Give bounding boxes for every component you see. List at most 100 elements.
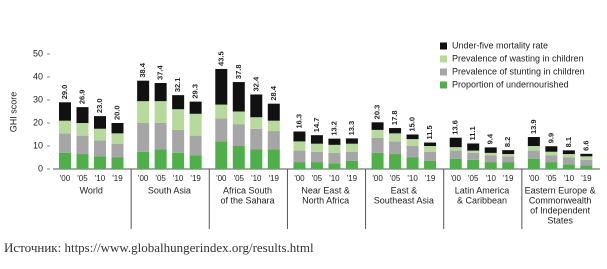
total-label: 8.1 [564,137,573,147]
bar-segment [59,120,71,134]
bar-segment [172,129,185,153]
x-tick-label: '19 [503,174,514,183]
bar-segment [267,103,280,121]
group-label: Eastern Europe & [525,185,596,195]
x-tick-label: '10 [173,174,184,183]
total-label: 32.4 [251,76,260,91]
group-label: of the Sahara [221,195,275,205]
bar-segment [484,162,497,169]
bar-segment [580,156,593,160]
total-label: 20.0 [112,105,121,120]
source: Источник: https://www.globalhungerindex.… [4,240,314,255]
group-label: Near East & [301,185,350,195]
x-tick-label: '00 [529,174,540,183]
group-label: World [80,185,103,195]
bar-segment [137,123,150,152]
group-label: Latin America [455,185,510,195]
bar-segment [406,134,419,140]
y-tick-label: 20 [33,117,43,127]
bar-segment [59,133,71,153]
bar-segment [406,146,419,158]
bar-segment [189,155,202,169]
total-label: 13.6 [451,120,460,135]
legend-swatch [440,55,447,63]
bar-segment [189,101,202,114]
y-axis-label: GHI score [8,92,18,133]
x-tick-label: '10 [95,174,106,183]
y-tick-label: 0 [38,163,43,173]
bar-segment [345,151,358,161]
bar-segment [406,139,419,146]
group-label: States [547,215,573,225]
total-label: 15.0 [408,117,417,132]
bar-segment [59,152,71,169]
bar-segment [328,144,341,153]
x-tick-label: '05 [155,174,166,183]
total-label: 14.7 [312,118,321,133]
legend-swatch [440,42,447,50]
bar-segment [232,146,245,169]
bar-segment [172,95,185,110]
group-label: & Caribbean [457,195,507,205]
total-label: 13.2 [329,121,338,136]
bar-segment [424,146,437,152]
bar-segment [484,147,497,153]
bar-segment [250,149,263,169]
bar-segment [267,149,280,169]
bar-segment [389,133,402,142]
group-label: North Africa [302,195,349,205]
bar-segment [449,158,462,169]
bar-segment [137,101,150,123]
group-label: Africa South [223,185,272,195]
bar-segment [328,138,341,145]
x-tick-label: '10 [329,174,340,183]
total-label: 11.1 [468,126,477,140]
legend-swatch [440,81,447,89]
y-tick-label: 50 [33,48,43,58]
total-label: 43.5 [216,51,225,66]
total-label: 37.8 [234,64,243,79]
bar-segment [111,143,124,158]
bar-segment [111,123,124,134]
bar-segment [293,150,306,163]
x-tick-label: '00 [372,174,383,183]
bar-segment [527,137,540,146]
bar-segment [215,141,228,169]
bar-segment [154,82,167,102]
bar-segment [424,160,437,169]
total-label: 8.2 [503,137,512,147]
total-label: 16.3 [294,114,303,129]
bar-segment [172,152,185,169]
bar-segment [345,160,358,169]
bar-segment [250,94,263,118]
bar-segment [484,152,497,156]
bar-segment [502,150,515,155]
x-tick-label: '19 [269,174,280,183]
x-tick-label: '00 [294,174,305,183]
legend-label: Prevalence of wasting in children [452,53,584,63]
total-label: 20.3 [373,105,382,120]
bar-segment [371,152,384,169]
x-tick-label: '19 [425,174,436,183]
bar-segment [189,135,202,156]
bar-segment [502,162,515,169]
total-label: 9.4 [486,133,495,144]
bar-segment [293,131,306,142]
total-label: 26.9 [77,90,86,105]
bar-segment [527,146,540,151]
bar-segment [389,154,402,169]
bar-segment [137,151,150,169]
bar-segment [250,117,263,129]
x-tick-label: '19 [581,174,592,183]
group-label: South Asia [148,185,191,195]
total-label: 37.4 [156,65,165,80]
bar-segment [562,154,575,158]
total-label: 32.1 [173,78,182,93]
bar-segment [267,120,280,132]
x-tick-label: '10 [485,174,496,183]
bar-segment [154,123,167,150]
bar-segment [310,151,323,163]
bar-segment [94,128,106,141]
bar-segment [94,116,106,129]
bar-segment [502,156,515,163]
